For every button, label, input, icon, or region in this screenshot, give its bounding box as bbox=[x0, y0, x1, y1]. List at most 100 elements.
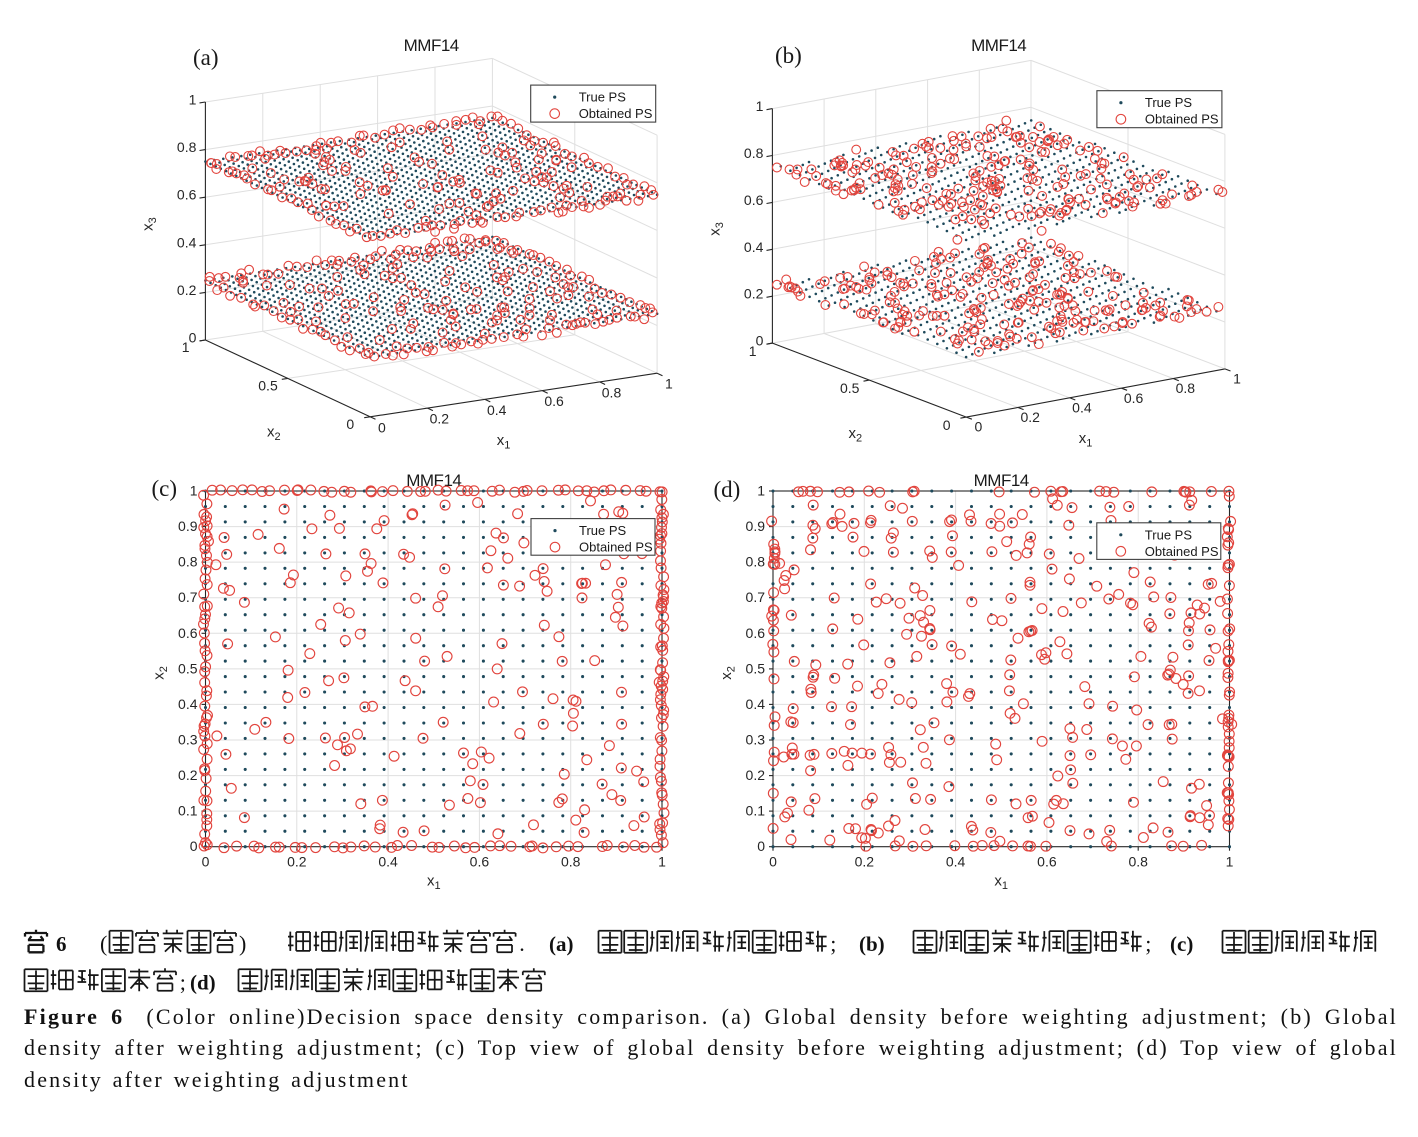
svg-text:x3: x3 bbox=[706, 222, 726, 236]
svg-text:0: 0 bbox=[202, 854, 210, 870]
svg-text:0.4: 0.4 bbox=[744, 239, 764, 255]
svg-text:0.4: 0.4 bbox=[177, 234, 197, 250]
svg-text:MMF14: MMF14 bbox=[406, 471, 461, 490]
svg-text:(: ( bbox=[100, 931, 107, 956]
svg-text:x2: x2 bbox=[267, 423, 281, 443]
svg-text:Obtained PS: Obtained PS bbox=[1145, 544, 1219, 559]
svg-text:0.2: 0.2 bbox=[744, 286, 764, 302]
svg-text:0.1: 0.1 bbox=[178, 803, 198, 819]
svg-text:0.8: 0.8 bbox=[1128, 854, 1148, 870]
svg-text:0.2: 0.2 bbox=[178, 767, 198, 783]
svg-text:6: 6 bbox=[56, 932, 67, 956]
svg-text:(d): (d) bbox=[190, 971, 216, 995]
svg-text:0.8: 0.8 bbox=[602, 384, 622, 400]
svg-text:1: 1 bbox=[182, 339, 190, 355]
svg-text:0: 0 bbox=[757, 838, 765, 854]
svg-text:0.2: 0.2 bbox=[1020, 409, 1040, 425]
svg-text:True PS: True PS bbox=[579, 523, 627, 538]
svg-text:0.8: 0.8 bbox=[178, 554, 198, 570]
svg-text:0.4: 0.4 bbox=[1072, 400, 1092, 416]
svg-text:0.1: 0.1 bbox=[746, 803, 766, 819]
svg-text:0.6: 0.6 bbox=[1037, 854, 1057, 870]
svg-text:1: 1 bbox=[749, 343, 757, 359]
svg-text:0.4: 0.4 bbox=[178, 696, 198, 712]
svg-text:0.5: 0.5 bbox=[746, 660, 766, 676]
svg-text:x1: x1 bbox=[1079, 430, 1093, 450]
svg-text:0.6: 0.6 bbox=[746, 625, 766, 641]
svg-text:0.6: 0.6 bbox=[470, 854, 490, 870]
svg-text:x1: x1 bbox=[427, 873, 441, 893]
svg-text:1: 1 bbox=[756, 98, 764, 114]
svg-text:x1: x1 bbox=[497, 432, 511, 452]
svg-text:0.5: 0.5 bbox=[178, 660, 198, 676]
svg-text:0.8: 0.8 bbox=[561, 854, 581, 870]
svg-text:0.8: 0.8 bbox=[1176, 380, 1196, 396]
svg-text:x2: x2 bbox=[848, 425, 862, 445]
svg-text:.: . bbox=[519, 931, 525, 956]
svg-text:1: 1 bbox=[1233, 371, 1241, 387]
svg-text:0: 0 bbox=[190, 838, 198, 854]
svg-text:;: ; bbox=[1145, 931, 1151, 956]
svg-text:1: 1 bbox=[658, 854, 666, 870]
svg-text:1: 1 bbox=[1226, 854, 1234, 870]
svg-text:(c): (c) bbox=[152, 476, 178, 501]
svg-text:0.6: 0.6 bbox=[178, 625, 198, 641]
svg-text:1: 1 bbox=[190, 483, 198, 499]
svg-text:True PS: True PS bbox=[1145, 95, 1193, 110]
svg-text:0.6: 0.6 bbox=[744, 192, 764, 208]
svg-text:0.2: 0.2 bbox=[430, 411, 450, 427]
svg-text:;: ; bbox=[830, 931, 836, 956]
svg-text:0: 0 bbox=[346, 416, 354, 432]
svg-text:0.4: 0.4 bbox=[946, 854, 966, 870]
svg-text:;: ; bbox=[180, 970, 186, 995]
svg-text:0.2: 0.2 bbox=[746, 767, 766, 783]
svg-text:x2: x2 bbox=[718, 666, 738, 680]
svg-text:(d): (d) bbox=[714, 477, 741, 502]
svg-text:Obtained PS: Obtained PS bbox=[1145, 112, 1219, 127]
svg-text:0.4: 0.4 bbox=[746, 696, 766, 712]
svg-text:MMF14: MMF14 bbox=[974, 471, 1029, 490]
svg-text:1: 1 bbox=[189, 92, 197, 108]
svg-text:(c): (c) bbox=[1170, 932, 1193, 956]
svg-text:0.6: 0.6 bbox=[177, 187, 197, 203]
svg-text:0.8: 0.8 bbox=[744, 145, 764, 161]
svg-text:0.6: 0.6 bbox=[1124, 390, 1144, 406]
svg-text:0.5: 0.5 bbox=[840, 380, 860, 396]
svg-text:0.3: 0.3 bbox=[178, 732, 198, 748]
svg-text:0.9: 0.9 bbox=[746, 518, 766, 534]
svg-text:Obtained PS: Obtained PS bbox=[579, 540, 653, 555]
svg-text:0.8: 0.8 bbox=[177, 139, 197, 155]
svg-text:0: 0 bbox=[756, 333, 764, 349]
svg-text:True PS: True PS bbox=[579, 90, 627, 105]
svg-text:0: 0 bbox=[769, 854, 777, 870]
svg-text:x1: x1 bbox=[994, 873, 1008, 893]
svg-text:0.4: 0.4 bbox=[378, 854, 398, 870]
svg-text:0.2: 0.2 bbox=[287, 854, 307, 870]
svg-text:1: 1 bbox=[665, 376, 673, 392]
svg-text:0.2: 0.2 bbox=[855, 854, 875, 870]
svg-text:x2: x2 bbox=[151, 666, 171, 680]
svg-text:0.9: 0.9 bbox=[178, 518, 198, 534]
svg-text:(a): (a) bbox=[193, 45, 219, 70]
svg-text:MMF14: MMF14 bbox=[971, 36, 1026, 55]
svg-text:0: 0 bbox=[975, 419, 983, 435]
svg-text:0.7: 0.7 bbox=[178, 589, 198, 605]
svg-text:): ) bbox=[239, 931, 246, 956]
svg-text:0: 0 bbox=[943, 417, 951, 433]
svg-text:0.7: 0.7 bbox=[746, 589, 766, 605]
svg-text:0: 0 bbox=[378, 419, 386, 435]
svg-text:x3: x3 bbox=[139, 217, 159, 231]
svg-text:0.2: 0.2 bbox=[177, 282, 197, 298]
svg-text:0: 0 bbox=[189, 330, 197, 346]
svg-text:Obtained PS: Obtained PS bbox=[579, 106, 653, 121]
svg-text:0.5: 0.5 bbox=[258, 377, 278, 393]
svg-text:(a): (a) bbox=[549, 932, 574, 956]
svg-text:True PS: True PS bbox=[1145, 527, 1193, 542]
svg-text:(b): (b) bbox=[775, 43, 802, 68]
svg-text:0.4: 0.4 bbox=[487, 402, 507, 418]
svg-text:0.6: 0.6 bbox=[544, 393, 564, 409]
svg-text:0.8: 0.8 bbox=[746, 554, 766, 570]
svg-text:0.3: 0.3 bbox=[746, 732, 766, 748]
svg-text:(b): (b) bbox=[859, 932, 885, 956]
svg-text:MMF14: MMF14 bbox=[404, 36, 459, 55]
